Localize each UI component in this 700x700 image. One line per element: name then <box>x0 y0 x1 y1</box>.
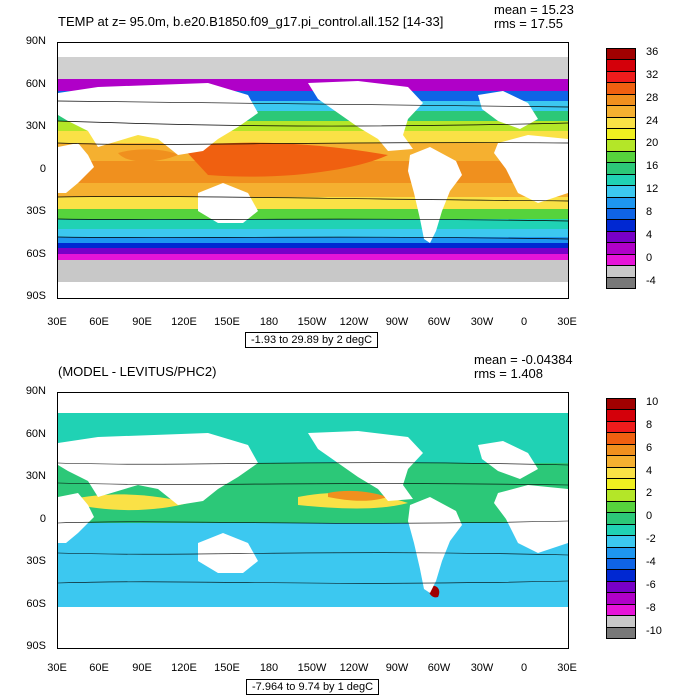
panel2-mean: mean = -0.04384 <box>474 352 573 367</box>
colorbar-label: 6 <box>646 441 653 454</box>
colorbar-label: -8 <box>646 601 656 614</box>
lat-label: 30N <box>25 470 46 482</box>
temperature-map <box>57 42 569 299</box>
lon-label: 30E <box>557 316 577 328</box>
lon-label: 90W <box>385 662 409 674</box>
lon-label: 30W <box>470 316 494 328</box>
lon-label: 90W <box>385 316 409 328</box>
colorbar-label: -4 <box>646 274 656 287</box>
panel2-contour-range: -7.964 to 9.74 by 1 degC <box>246 679 380 695</box>
colorbar-label: 20 <box>646 137 659 150</box>
panel2-colorbar: 10 8 6 4 2 0 -2 -4 -6 -8 -10 <box>606 396 662 639</box>
colorbar-label: 0 <box>646 510 653 523</box>
colorbar-label: 0 <box>646 251 653 264</box>
lon-label: 150E <box>214 316 240 328</box>
lon-label: 150W <box>297 316 327 328</box>
lat-label: 90N <box>25 385 46 397</box>
lat-label: 60N <box>25 428 46 440</box>
colorbar-swatch <box>606 276 636 289</box>
panel1-title: TEMP at z= 95.0m, b.e20.B1850.f09_g17.pi… <box>58 14 444 29</box>
lon-label: 60E <box>89 662 109 674</box>
colorbar-label: 32 <box>646 68 659 81</box>
lon-label: 30E <box>557 662 577 674</box>
colorbar-label: -4 <box>646 556 656 568</box>
lon-label: 0 <box>520 316 528 328</box>
colorbar-label: 16 <box>646 160 659 173</box>
colorbar-label: 4 <box>646 228 653 241</box>
lat-label: 90S <box>26 640 46 652</box>
colorbar-label: 28 <box>646 91 659 104</box>
lat-label: 60S <box>26 248 46 260</box>
panel2-rms: rms = 1.408 <box>474 366 544 381</box>
colorbar-label: -2 <box>646 533 656 546</box>
colorbar-label: -10 <box>646 624 662 637</box>
lon-label: 120E <box>171 316 197 328</box>
lat-label: 0 <box>39 513 46 525</box>
lat-label: 30S <box>26 205 46 217</box>
colorbar-label: 24 <box>646 114 659 127</box>
colorbar-label: 8 <box>646 206 653 218</box>
lon-label: 0 <box>520 662 528 674</box>
colorbar-swatch <box>606 626 636 639</box>
colorbar-label: 4 <box>646 464 653 477</box>
lat-label: 0 <box>39 163 46 175</box>
lat-label: 30S <box>26 555 46 567</box>
lat-label: 90N <box>25 35 46 47</box>
lon-label: 90E <box>132 316 152 328</box>
difference-map <box>57 392 569 649</box>
lon-label: 120E <box>171 662 197 674</box>
colorbar-label: 36 <box>646 46 659 58</box>
lon-label: 180 <box>259 316 279 328</box>
panel1-colorbar: 36 32 28 24 20 16 12 8 4 0 -4 <box>606 46 658 289</box>
lon-label: 150W <box>297 662 327 674</box>
panel1-rms: rms = 17.55 <box>494 16 564 31</box>
colorbar-label: -6 <box>646 578 656 591</box>
lon-label: 60W <box>427 662 451 674</box>
lon-label: 120W <box>339 316 369 328</box>
colorbar-label: 2 <box>646 487 653 500</box>
lat-label: 60N <box>25 78 46 90</box>
lon-label: 180 <box>259 662 279 674</box>
lat-label: 30N <box>25 120 46 132</box>
lon-label: 30E <box>47 316 67 328</box>
colorbar-label: 12 <box>646 183 659 196</box>
lon-label: 90E <box>132 662 152 674</box>
lon-label: 120W <box>339 662 369 674</box>
lon-label: 60W <box>427 316 451 328</box>
lat-label: 60S <box>26 598 46 610</box>
lon-label: 60E <box>89 316 109 328</box>
temperature-map-svg <box>58 43 568 298</box>
panel2-title: (MODEL - LEVITUS/PHC2) <box>58 364 217 379</box>
lat-label: 90S <box>26 290 46 302</box>
lon-label: 30W <box>470 662 494 674</box>
colorbar-label: 8 <box>646 418 653 431</box>
difference-map-svg <box>58 393 568 648</box>
panel1-contour-range: -1.93 to 29.89 by 2 degC <box>245 332 379 348</box>
colorbar-label: 10 <box>646 396 659 408</box>
lon-label: 150E <box>214 662 240 674</box>
panel1-mean: mean = 15.23 <box>494 2 574 17</box>
lon-label: 30E <box>47 662 67 674</box>
